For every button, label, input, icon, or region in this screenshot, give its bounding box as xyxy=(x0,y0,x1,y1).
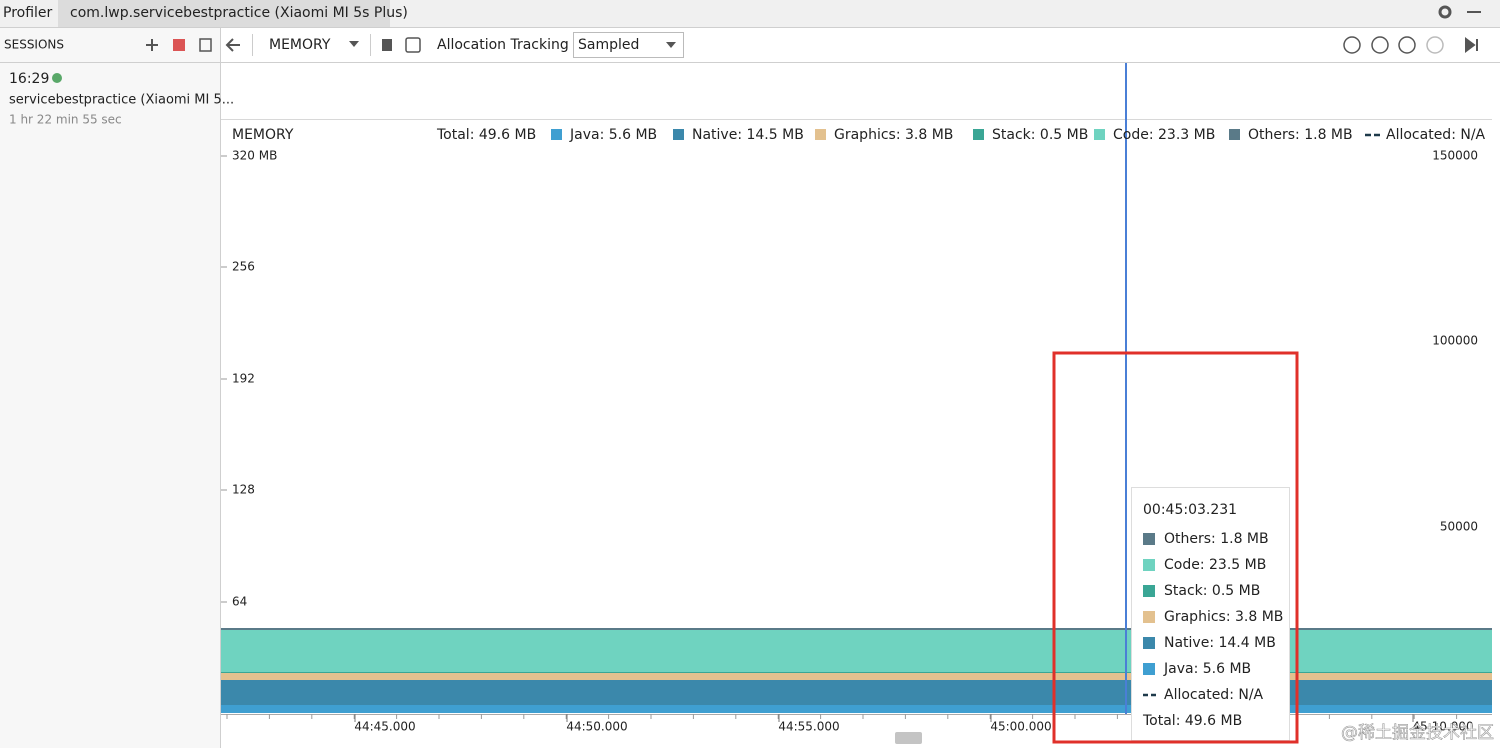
tooltip-swatch xyxy=(1143,559,1155,571)
watermark: @稀土掘金技术社区 xyxy=(1341,723,1494,743)
session-duration: 1 hr 22 min 55 sec xyxy=(9,113,122,127)
legend-label: Stack: 0.5 MB xyxy=(992,127,1088,143)
active-tab[interactable] xyxy=(58,0,390,27)
area-native xyxy=(221,680,1492,705)
highlight-box xyxy=(1052,351,1299,744)
session-time[interactable]: 16:29 xyxy=(9,71,49,87)
legend-swatch xyxy=(551,129,562,140)
tracking-mode[interactable]: Sampled xyxy=(578,37,639,53)
tooltip-swatch xyxy=(1143,637,1155,649)
area-stack xyxy=(221,672,1492,673)
legend-label: Others: 1.8 MB xyxy=(1248,127,1353,143)
area-code xyxy=(221,630,1492,672)
add-session[interactable] xyxy=(146,39,158,51)
tooltip-label: Others: 1.8 MB xyxy=(1164,531,1269,547)
x-tick-label: 44:55.000 xyxy=(778,720,839,734)
legend-swatch xyxy=(673,129,684,140)
legend-label: Java: 5.6 MB xyxy=(569,127,657,143)
tooltip-label: Allocated: N/A xyxy=(1164,687,1264,703)
y-tick-label: 256 xyxy=(232,260,255,274)
legend-total: Total: 49.6 MB xyxy=(436,127,536,143)
go-live[interactable] xyxy=(1465,37,1478,53)
zoom-out[interactable] xyxy=(1343,36,1361,54)
y2-tick-label: 100000 xyxy=(1432,334,1478,348)
tooltip xyxy=(1131,487,1290,741)
pause[interactable] xyxy=(1426,36,1444,54)
back-button[interactable] xyxy=(225,38,240,52)
reset-zoom[interactable] xyxy=(1398,36,1416,54)
legend-swatch xyxy=(1094,129,1105,140)
collapse-button[interactable] xyxy=(199,38,212,52)
settings-icon[interactable] xyxy=(1438,5,1452,19)
tracking-label: Allocation Tracking xyxy=(437,37,569,53)
x-tick-label: 45:00.000 xyxy=(990,720,1051,734)
y-tick-label: 128 xyxy=(232,483,255,497)
tooltip-label: Native: 14.4 MB xyxy=(1164,635,1276,651)
tooltip-label: Stack: 0.5 MB xyxy=(1164,583,1260,599)
y-tick-label: 192 xyxy=(232,372,255,386)
dump-button[interactable] xyxy=(405,37,421,53)
tab-label[interactable]: Profiler xyxy=(3,5,53,21)
legend-label: Graphics: 3.8 MB xyxy=(834,127,953,143)
stop-button[interactable] xyxy=(173,39,185,51)
y-tick-label: 320 MB xyxy=(232,149,277,163)
legend-swatch xyxy=(815,129,826,140)
zoom-in[interactable] xyxy=(1371,36,1389,54)
tooltip-label: Code: 23.5 MB xyxy=(1164,557,1266,573)
tooltip-label: Graphics: 3.8 MB xyxy=(1164,609,1283,625)
status-dot xyxy=(52,73,62,83)
x-tick-label: 44:45.000 xyxy=(354,720,415,734)
x-tick-label: 44:50.000 xyxy=(566,720,627,734)
tooltip-total: Total: 49.6 MB xyxy=(1142,713,1242,729)
tooltip-swatch xyxy=(1143,611,1155,623)
legend-swatch xyxy=(1229,129,1240,140)
y2-tick-label: 50000 xyxy=(1440,520,1478,534)
sessions-pane xyxy=(0,28,220,748)
legend-label: Allocated: N/A xyxy=(1386,127,1486,143)
tooltip-swatch xyxy=(1143,533,1155,545)
y2-tick-label: 150000 xyxy=(1432,149,1478,163)
area-others xyxy=(221,628,1492,630)
y-tick-label: 64 xyxy=(232,595,247,609)
tooltip-swatch xyxy=(1143,663,1155,675)
sessions-header: SESSIONS xyxy=(4,38,64,52)
x-tick-label: 45:10.000 xyxy=(1412,720,1473,734)
chart-title: MEMORY xyxy=(232,127,294,143)
tooltip-time: 00:45:03.231 xyxy=(1143,502,1237,518)
dropdown-arrow[interactable] xyxy=(666,42,676,48)
tooltip-label: Java: 5.6 MB xyxy=(1163,661,1251,677)
tooltip-swatch xyxy=(1143,585,1155,597)
tracking-select[interactable] xyxy=(573,32,684,58)
area-graphics xyxy=(221,673,1492,680)
scrollbar-thumb[interactable] xyxy=(895,732,922,744)
legend-label: Native: 14.5 MB xyxy=(692,127,804,143)
legend-swatch xyxy=(973,129,984,140)
legend-label: Code: 23.3 MB xyxy=(1113,127,1215,143)
session-name[interactable]: servicebestpractice (Xiaomi MI 5... xyxy=(9,93,234,108)
dropdown-arrow[interactable] xyxy=(349,41,359,47)
tab-label[interactable]: com.lwp.servicebestpractice (Xiaomi MI 5… xyxy=(70,5,408,21)
profiler-select[interactable]: MEMORY xyxy=(269,37,331,53)
area-java xyxy=(221,705,1492,713)
gc-button[interactable] xyxy=(382,39,392,51)
